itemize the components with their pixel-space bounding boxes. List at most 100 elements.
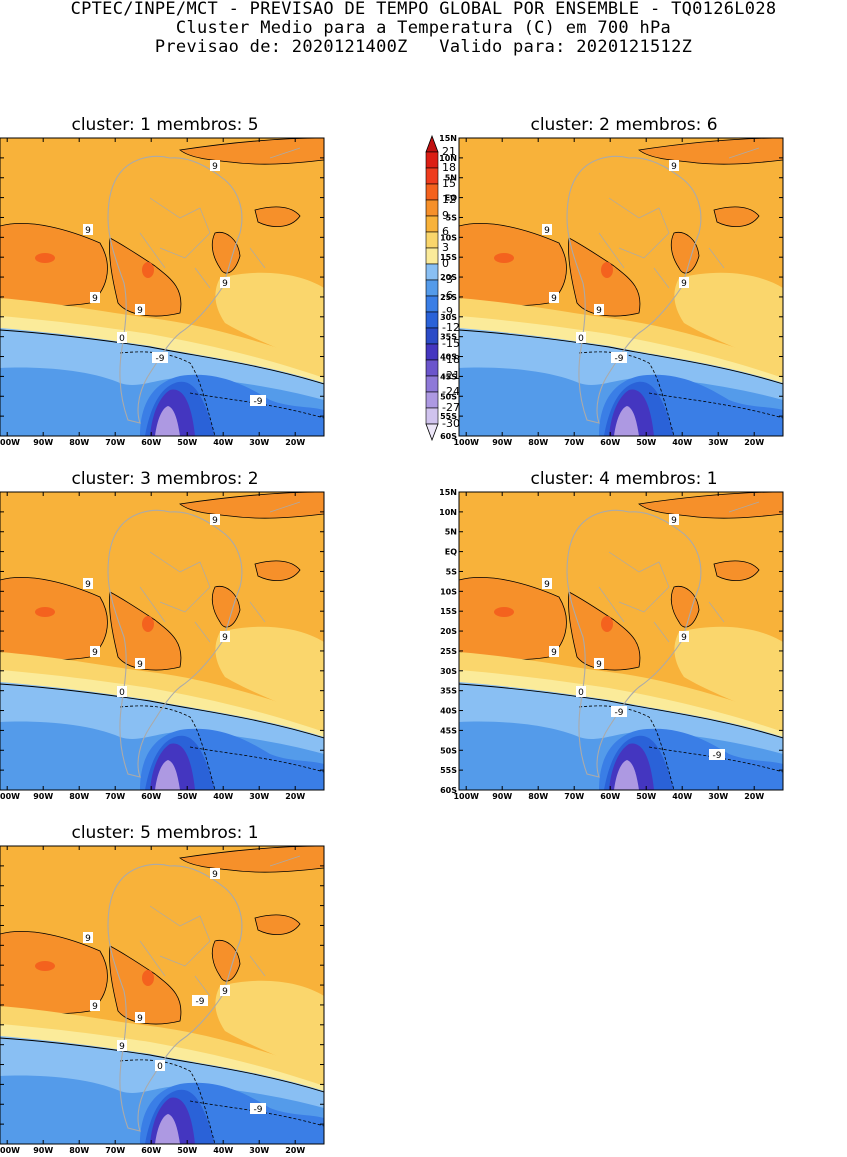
contour-label: 9 xyxy=(119,1042,125,1052)
field-band-cold xyxy=(155,406,180,436)
lon-tick-label: 90W xyxy=(33,1146,53,1155)
warm-core xyxy=(601,616,613,632)
lon-tick-label: 30W xyxy=(708,792,728,801)
colorbar-segment xyxy=(425,295,439,313)
contour-line-0 xyxy=(0,329,324,385)
field-band-cold xyxy=(155,1114,180,1144)
lon-tick-label: 90W xyxy=(492,792,512,801)
warm-region xyxy=(179,138,324,165)
colorbar-segment xyxy=(425,359,439,377)
contour-label: 9 xyxy=(222,633,228,643)
contour-label: 9 xyxy=(222,987,228,997)
warm-region xyxy=(713,560,760,581)
map-plot-area: cluster: 3 membros: 215N10N5NEQ5S10S15S2… xyxy=(0,469,325,801)
lat-tick-label: EQ xyxy=(445,548,457,557)
contour-line-0 xyxy=(459,683,783,739)
map-plot-area: cluster: 5 membros: 115N10N5NEQ5S10S15S2… xyxy=(0,823,325,1155)
contour-label: -9 xyxy=(615,708,624,718)
map-field xyxy=(0,492,324,790)
contour-label-box xyxy=(152,352,168,363)
lon-tick-label: 30W xyxy=(249,792,269,801)
lat-tick-label: 10S xyxy=(440,233,457,242)
field-band-3-6-east xyxy=(215,626,324,722)
contour-label-box xyxy=(549,646,559,657)
header-title: CPTEC/INPE/MCT - PREVISAO DE TEMPO GLOBA… xyxy=(70,0,777,19)
contour-label-box xyxy=(679,277,689,288)
lon-tick-label: 20W xyxy=(744,438,764,447)
lon-tick-label: 50W xyxy=(177,792,197,801)
colorbar-segment xyxy=(425,311,439,329)
contour-label: 9 xyxy=(222,279,228,289)
panel-title: cluster: 2 membros: 6 xyxy=(530,115,717,135)
contour-label: -9 xyxy=(615,354,624,364)
lon-tick-label: 100W xyxy=(453,792,479,801)
contour-label: 9 xyxy=(137,660,143,670)
warm-region xyxy=(638,138,783,165)
lat-tick-label: 5S xyxy=(446,213,458,222)
lat-tick-label: 15N xyxy=(439,488,457,497)
contour-line-minus-9 xyxy=(119,1059,216,1144)
contour-label: 9 xyxy=(212,162,218,172)
contour-line-minus-9 xyxy=(648,392,783,419)
warm-core xyxy=(494,607,514,617)
lon-tick-label: 100W xyxy=(0,792,20,801)
contour-label: 9 xyxy=(212,516,218,526)
contour-label-box xyxy=(250,1103,266,1114)
colorbar-label: 18 xyxy=(442,161,456,174)
lat-tick-label: 40S xyxy=(440,353,457,362)
panel-title: cluster: 4 membros: 1 xyxy=(530,469,717,489)
map-frame xyxy=(0,491,325,791)
contour-label: -9 xyxy=(254,1105,263,1115)
lon-tick-label: 40W xyxy=(213,792,233,801)
contour-label: 0 xyxy=(578,688,584,698)
contour-label-box xyxy=(542,224,552,235)
warm-region xyxy=(211,231,241,274)
lon-tick-label: 60W xyxy=(141,1146,161,1155)
contour-line-minus-9 xyxy=(189,746,324,773)
lat-tick-label: 15N xyxy=(439,134,457,143)
coastline-fragment xyxy=(249,147,301,269)
coastline-fragment xyxy=(708,501,760,623)
colorbar-segment xyxy=(425,247,439,265)
contour-line-minus-9 xyxy=(119,705,216,790)
contour-label-box xyxy=(250,395,266,406)
contour-label: -9 xyxy=(254,397,263,407)
warm-region xyxy=(179,846,324,873)
colorbar-segment xyxy=(425,167,439,185)
contour-label: 9 xyxy=(85,934,91,944)
contour-label-box xyxy=(117,686,127,697)
warm-region xyxy=(713,206,760,227)
map-frame xyxy=(458,491,784,791)
country-borders xyxy=(139,197,211,289)
contour-label: 9 xyxy=(596,306,602,316)
lon-tick-label: 60W xyxy=(600,792,620,801)
contour-label-box xyxy=(594,304,604,315)
warm-region xyxy=(254,206,301,227)
coastline-south-america xyxy=(107,509,243,778)
contour-label: 9 xyxy=(92,1002,98,1012)
map-frame xyxy=(0,845,325,1145)
map-panel-cluster-4: cluster: 4 membros: 1 15N 10N 5N EQ 5S 10S 15S 2… xyxy=(439,469,784,801)
contour-label-box xyxy=(549,292,559,303)
contour-label: 9 xyxy=(671,516,677,526)
contour-label-box xyxy=(135,658,145,669)
contour-label: -9 xyxy=(713,751,722,761)
colorbar-segment xyxy=(425,279,439,297)
warm-region xyxy=(254,560,301,581)
lat-tick-label: 60S xyxy=(440,432,457,441)
contour-label: 0 xyxy=(578,334,584,344)
lon-tick-label: 70W xyxy=(564,438,584,447)
header-subtitle: Cluster Medio para a Temperatura (C) em … xyxy=(175,18,672,38)
contour-label-box xyxy=(576,332,586,343)
colorbar-label: 3 xyxy=(442,241,449,254)
warm-region xyxy=(179,492,324,519)
colorbar-segment xyxy=(425,151,439,169)
lat-tick-label: 50S xyxy=(440,746,457,755)
lat-tick-label: 10S xyxy=(440,587,457,596)
contour-label-box xyxy=(90,646,100,657)
contour-label-box xyxy=(83,224,93,235)
lat-tick-label: 5N xyxy=(445,174,457,183)
contour-label-box xyxy=(117,1040,127,1051)
contour-label: 9 xyxy=(681,279,687,289)
warm-region xyxy=(670,231,700,274)
